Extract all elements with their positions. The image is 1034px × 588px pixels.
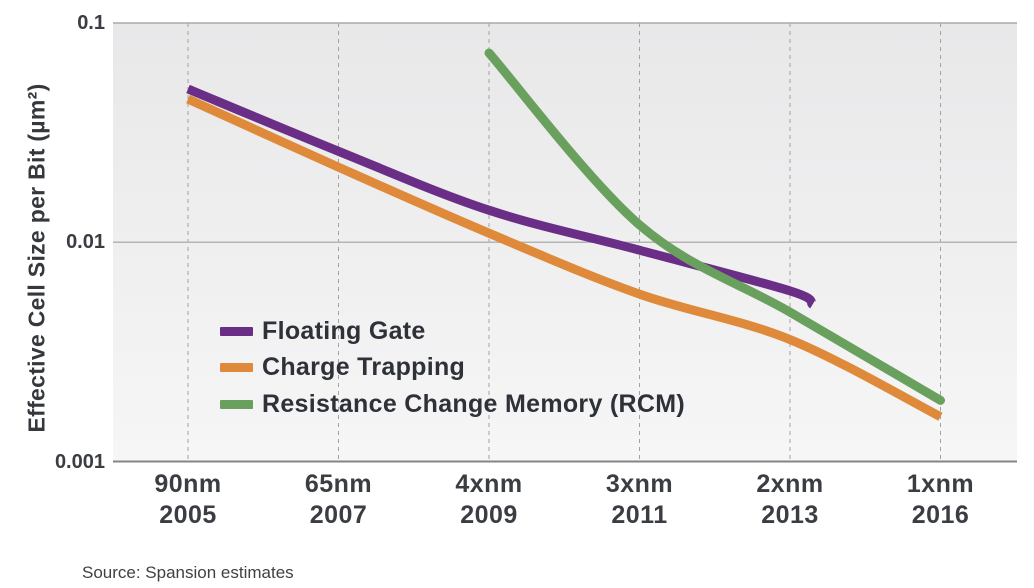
legend-item: Resistance Change Memory (RCM) [220, 388, 685, 420]
legend-label: Charge Trapping [262, 353, 466, 381]
x-label-node: 65nm [304, 470, 373, 498]
x-label-node: 3xnm [605, 470, 674, 498]
x-label-year: 2013 [761, 501, 819, 529]
x-label-year: 2007 [309, 501, 368, 529]
x-label-year: 2005 [159, 501, 217, 529]
series-line-floating-gate [186, 84, 817, 309]
legend-item: Floating Gate [220, 315, 426, 347]
x-label-4xnm: 4xnm 2009 [413, 469, 565, 531]
legend-item: Charge Trapping [220, 352, 465, 384]
x-label-node: 4xnm [455, 470, 523, 498]
x-label-year: 2016 [911, 501, 970, 529]
x-label-2xnm: 2xnm 2013 [714, 469, 866, 531]
x-label-3xnm: 3xnm 2011 [564, 469, 716, 531]
legend-swatch [220, 363, 253, 372]
x-label-1xnm: 1xnm 2016 [865, 469, 1017, 531]
legend-swatch [220, 399, 253, 409]
y-tick-0.001: 0.001 [54, 450, 105, 473]
x-label-year: 2009 [460, 501, 518, 529]
series-line-charge-trapping [186, 94, 943, 421]
x-label-node: 2xnm [756, 470, 824, 498]
x-label-90nm: 90nm 2005 [112, 469, 264, 531]
source-note: Source: Spansion estimates [82, 563, 294, 582]
legend-label: Floating Gate [262, 316, 426, 345]
x-label-node: 1xnm [906, 470, 975, 498]
x-label-node: 90nm [154, 470, 222, 498]
y-tick-0.1: 0.1 [77, 12, 105, 34]
y-tick-0.01: 0.01 [66, 231, 105, 254]
x-label-65nm: 65nm 2007 [263, 469, 415, 531]
legend-label: Resistance Change Memory (RCM) [262, 389, 685, 418]
series-line-resistance-change-memory-rcm [484, 48, 945, 405]
legend-swatch [220, 326, 253, 336]
x-label-year: 2011 [611, 501, 668, 529]
